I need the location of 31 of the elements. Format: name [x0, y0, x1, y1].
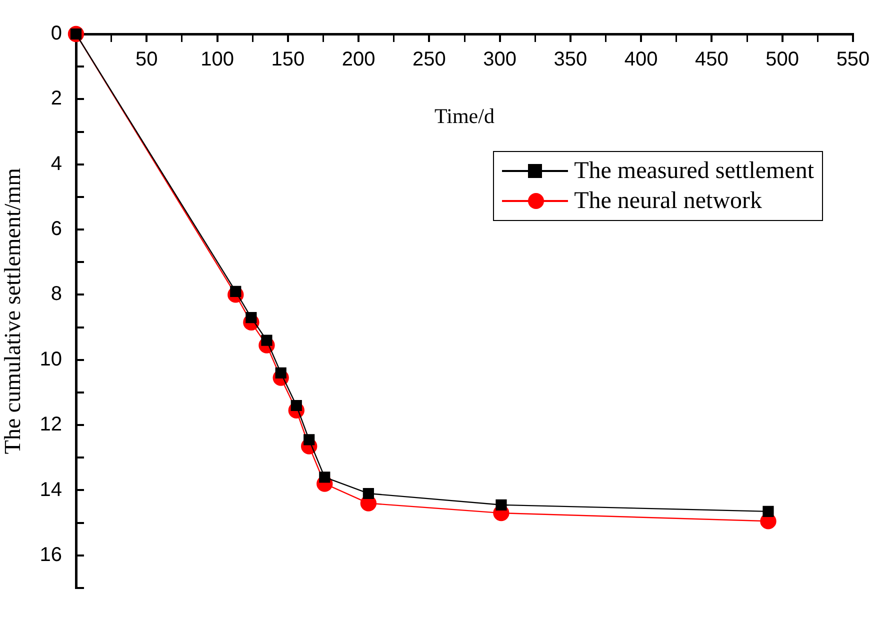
y-tick-label: 8	[50, 283, 62, 306]
y-axis-title: The cumulative settlement/mm	[0, 168, 25, 454]
x-tick-label: 100	[200, 48, 234, 71]
point	[261, 334, 272, 346]
y-tick-label: 6	[50, 218, 62, 240]
x-tick-label: 350	[554, 48, 588, 71]
x-tick-label: 500	[766, 48, 800, 71]
y-tick-label: 2	[50, 88, 62, 110]
x-tick-label: 450	[695, 48, 728, 71]
x-tick-label: 150	[271, 48, 305, 71]
point	[319, 472, 330, 483]
point	[496, 499, 507, 510]
point	[275, 367, 286, 378]
y-tick-label: 16	[40, 544, 62, 566]
x-tick-label: 300	[483, 48, 517, 71]
y-tick-label: 4	[50, 152, 62, 175]
x-tick-label: 550	[836, 48, 870, 71]
y-tick-label: 12	[40, 414, 62, 436]
point	[362, 488, 374, 500]
x-tick-label: 200	[342, 48, 376, 71]
legend-label: The measured settlement	[574, 158, 814, 184]
x-tick-label: 400	[624, 48, 658, 71]
point	[304, 434, 315, 446]
x-axis-title: Time/d	[434, 104, 494, 129]
x-tick-label: 50	[136, 48, 158, 71]
legend-label: The neural network	[574, 188, 762, 214]
y-tick-label: 0	[50, 22, 62, 45]
point	[762, 506, 774, 517]
y-tick-label: 10	[40, 348, 62, 370]
x-tick-label: 250	[412, 48, 446, 71]
y-tick-label: 14	[40, 478, 62, 501]
